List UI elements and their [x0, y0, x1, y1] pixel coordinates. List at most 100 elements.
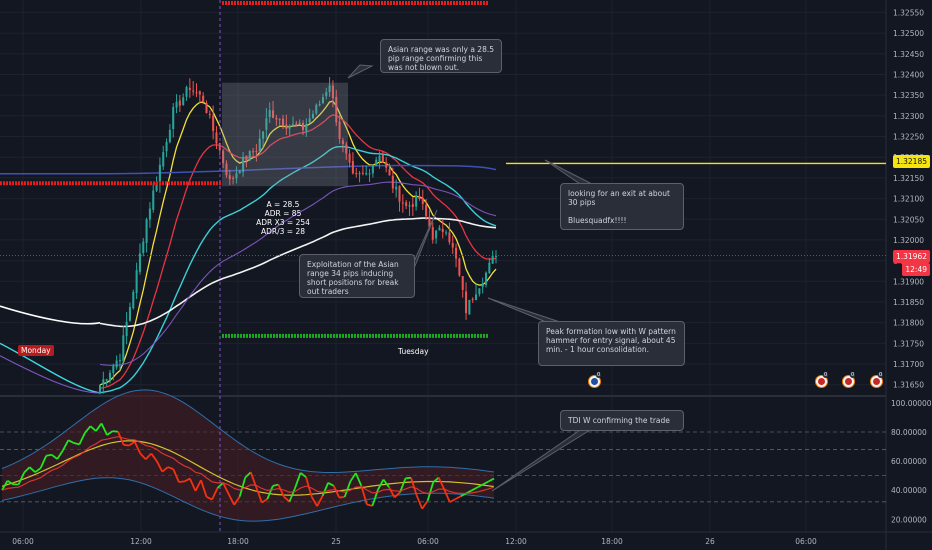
tdi-tick-label: 80.00000	[891, 428, 927, 437]
candle	[268, 102, 271, 123]
candle-body	[182, 97, 185, 105]
candle	[222, 149, 225, 169]
level-dot-red	[228, 1, 230, 5]
candle	[178, 94, 181, 112]
tdi-rsi-segment	[405, 476, 412, 480]
level-dot-red	[210, 181, 212, 186]
level-dot-red	[357, 1, 359, 5]
candle-body	[391, 175, 394, 189]
candle	[418, 187, 421, 201]
tdi-rsi-segment	[283, 496, 291, 503]
level-dot-green	[372, 333, 374, 338]
candle-body	[385, 162, 388, 168]
level-dot-red	[252, 1, 254, 5]
level-dot-red	[3, 181, 5, 186]
level-dot-green	[300, 333, 302, 338]
level-dot-red	[423, 1, 425, 5]
level-dot-red	[327, 1, 329, 5]
price-tick-label: 1.31900	[893, 277, 924, 286]
level-dot-red	[234, 1, 236, 5]
price-tick-label: 1.32050	[893, 215, 924, 224]
event-badge-4[interactable]: 0	[870, 372, 884, 388]
tdi-rsi-segment	[178, 480, 185, 484]
candle	[272, 100, 275, 119]
candle-body	[441, 228, 444, 233]
level-dot-green	[477, 333, 479, 338]
candle	[415, 191, 418, 211]
tdi-rsi-segment	[482, 480, 489, 486]
level-dot-red	[453, 1, 455, 5]
level-dot-green	[402, 333, 404, 338]
tdi-rsi-segment	[244, 471, 252, 479]
candle-body	[98, 384, 102, 394]
price-tick-label: 1.32250	[893, 133, 924, 142]
tdi-rsi-segment	[206, 496, 213, 501]
level-dot-green	[360, 333, 362, 338]
candle	[321, 93, 324, 105]
level-dot-red	[363, 1, 365, 5]
candle	[368, 168, 371, 183]
callout-asian-range[interactable]: Asian range was only a 28.5 pip range co…	[380, 39, 502, 73]
level-dot-green	[438, 333, 440, 338]
level-dot-green	[291, 333, 293, 338]
level-dot-red	[165, 181, 167, 186]
candle-body	[301, 122, 305, 131]
flag-icon	[818, 378, 825, 385]
candle-body	[348, 153, 351, 163]
candle-body	[108, 372, 112, 380]
tdi-rsi-segment	[155, 460, 164, 473]
level-dot-red	[45, 181, 47, 186]
tdi-rsi-segment	[211, 487, 219, 500]
tdi-rsi-segment	[410, 477, 418, 496]
event-badge-1[interactable]: 0	[588, 372, 602, 388]
candle	[148, 202, 151, 228]
tdi-rsi-segment	[316, 495, 324, 507]
tdi-rsi-segment	[266, 485, 274, 500]
candle	[192, 80, 195, 96]
time-tick-label: 06:00	[795, 537, 817, 546]
tdi-rsi-segment	[73, 442, 80, 446]
candle-body	[371, 165, 374, 174]
tdi-rsi-segment	[167, 466, 174, 470]
callout-exploitation[interactable]: Exploitation of the Asian range 34 pips …	[299, 254, 415, 298]
level-dot-red	[369, 1, 371, 5]
callout-peak-formation[interactable]: Peak formation low with W pattern hammer…	[538, 321, 685, 366]
candle	[428, 210, 431, 228]
level-dot-green	[246, 333, 248, 338]
event-badge-3[interactable]: 0	[842, 372, 856, 388]
candle-body	[408, 205, 411, 207]
level-dot-green	[423, 333, 425, 338]
callout-tdi[interactable]: TDI W confirming the trade	[560, 410, 684, 431]
event-badge-3-count: 0	[850, 372, 856, 378]
candle-body	[295, 123, 298, 126]
candle-body	[435, 230, 438, 239]
tdi-tick-label: 20.00000	[891, 515, 927, 524]
tdi-rsi-segment	[332, 485, 341, 498]
candle-body	[468, 299, 471, 315]
candle-body	[145, 219, 148, 243]
candle	[425, 198, 428, 220]
candle-body	[282, 118, 285, 126]
level-dot-green	[261, 333, 263, 338]
tdi-rsi-segment	[189, 478, 197, 492]
level-dot-red	[81, 181, 83, 186]
level-dot-red	[342, 1, 344, 5]
event-badge-2[interactable]: 0	[815, 372, 829, 388]
callout-exit[interactable]: looking for an exit at about 30 pips Blu…	[560, 183, 684, 230]
level-dot-red	[339, 1, 341, 5]
tdi-rsi-segment	[443, 489, 451, 503]
level-dot-red	[411, 1, 413, 5]
tdi-rsi-segment	[227, 493, 235, 506]
level-dot-red	[57, 181, 59, 186]
level-dot-red	[462, 1, 464, 5]
candle-body	[102, 379, 105, 385]
candle	[318, 100, 321, 107]
level-dot-red	[138, 181, 140, 186]
price-tick-label: 1.31750	[893, 339, 924, 348]
candle-body	[285, 124, 288, 129]
tdi-tick-label: 40.00000	[891, 486, 927, 495]
candle	[235, 166, 238, 184]
level-dot-green	[270, 333, 272, 338]
candle-body	[205, 102, 208, 114]
